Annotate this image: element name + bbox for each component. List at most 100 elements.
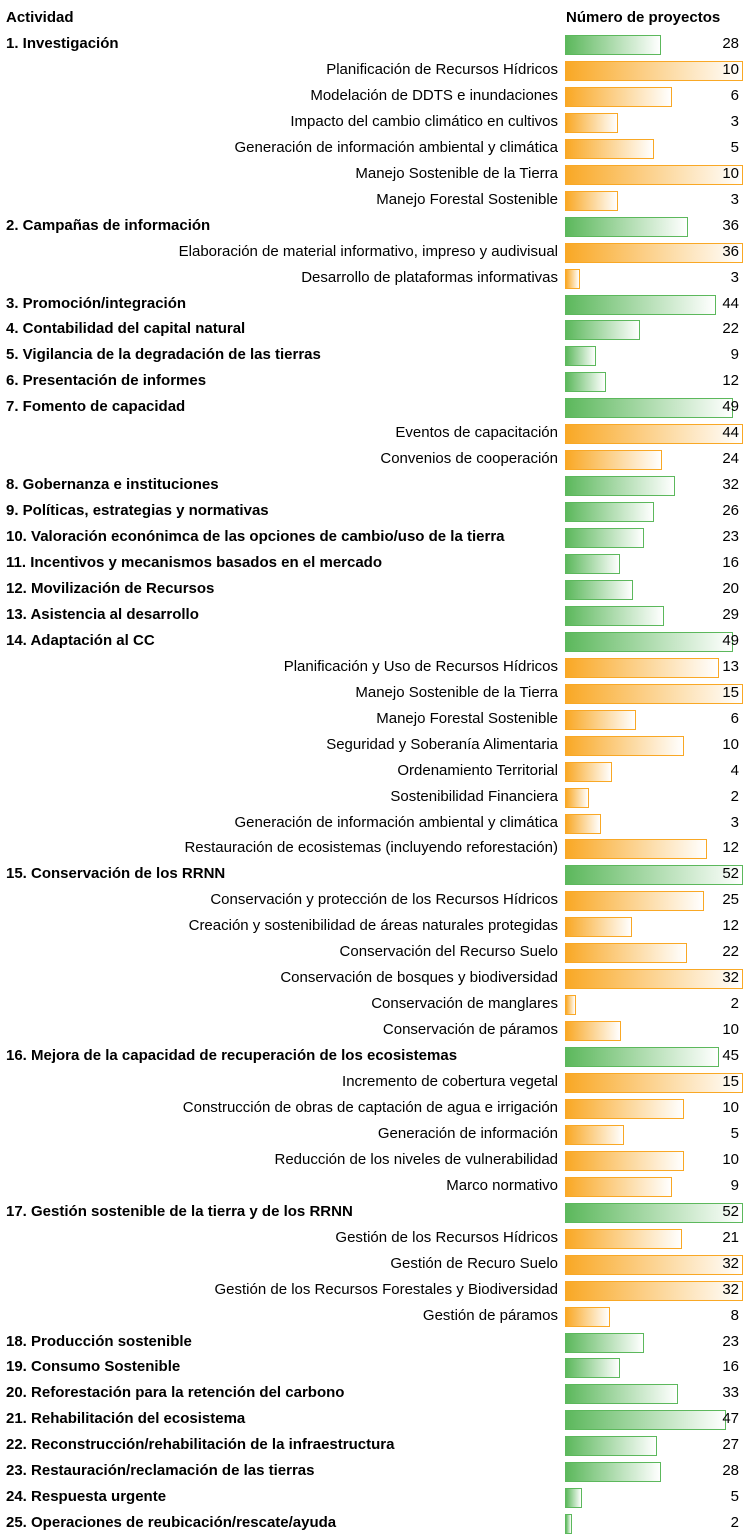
count: 33 bbox=[722, 1384, 739, 1402]
data-bar bbox=[565, 1410, 726, 1431]
sub-activity-label: Planificación y Uso de Recursos Hídricos bbox=[283, 657, 558, 675]
activity-label: 11. Incentivos y mecanismos basados en e… bbox=[6, 554, 383, 571]
activity-label: 19. Consumo Sostenible bbox=[6, 1358, 181, 1376]
data-bar bbox=[565, 969, 743, 990]
count: 12 bbox=[722, 839, 739, 857]
activity-label: 2. Campañas de información bbox=[6, 216, 211, 234]
data-bar bbox=[565, 502, 654, 523]
data-bar bbox=[565, 1384, 678, 1405]
count: 52 bbox=[722, 1202, 739, 1220]
sub-activity-label: Conservación del Recurso Suelo bbox=[339, 943, 558, 961]
data-bar bbox=[565, 1228, 682, 1249]
data-bar bbox=[565, 242, 743, 263]
data-bar bbox=[565, 839, 708, 860]
sub-activity-label: Manejo Forestal Sostenible bbox=[376, 709, 558, 727]
count: 16 bbox=[722, 1358, 739, 1376]
data-bar bbox=[565, 35, 661, 55]
data-bar bbox=[565, 1436, 658, 1457]
data-bar bbox=[565, 1150, 684, 1171]
activity-label: 9. Políticas, estrategias y normativas bbox=[6, 502, 269, 520]
data-bar bbox=[565, 86, 672, 107]
data-bar bbox=[565, 60, 743, 81]
sub-activity-label: Desarrollo de plataformas informativas bbox=[301, 268, 558, 286]
sub-activity-label: Conservación de bosques y biodiversidad bbox=[280, 969, 558, 987]
data-bar bbox=[565, 683, 743, 704]
activity-label: 3. Promoción/integración bbox=[6, 294, 187, 312]
data-bar bbox=[565, 787, 589, 808]
sub-activity-label: Generación de información ambiental y cl… bbox=[234, 813, 559, 831]
data-bar bbox=[565, 112, 619, 133]
activity-label: 23. Restauración/reclamación de las tier… bbox=[6, 1462, 315, 1480]
sub-activity-label: Conservación de manglares bbox=[371, 995, 558, 1013]
count: 32 bbox=[722, 1254, 739, 1272]
count: 45 bbox=[722, 1047, 739, 1065]
data-bar bbox=[565, 528, 644, 549]
data-bar bbox=[565, 917, 632, 938]
sub-activity-label: Modelación de DDTS e inundaciones bbox=[310, 86, 558, 104]
sub-activity-label: Generación de información bbox=[377, 1124, 558, 1142]
count: 6 bbox=[730, 86, 739, 104]
data-bar bbox=[565, 1098, 684, 1119]
count: 10 bbox=[722, 1021, 739, 1039]
sub-activity-label: Gestión de Recuro Suelo bbox=[390, 1254, 558, 1272]
count: 2 bbox=[730, 995, 739, 1013]
activity-label: 24. Respuesta urgente bbox=[6, 1488, 167, 1506]
sub-activity-label: Construcción de obras de captación de ag… bbox=[182, 1098, 558, 1116]
count: 32 bbox=[722, 1280, 739, 1298]
data-bar bbox=[565, 1332, 644, 1353]
data-bar bbox=[565, 372, 607, 393]
data-bar bbox=[565, 1488, 583, 1509]
data-bar bbox=[565, 1514, 572, 1534]
sub-activity-label: Generación de información ambiental y cl… bbox=[234, 138, 559, 156]
data-bar bbox=[565, 735, 684, 756]
data-bar bbox=[565, 865, 743, 886]
activity-label: 1. Investigación bbox=[6, 35, 119, 52]
sub-activity-label: Conservación y protección de los Recurso… bbox=[210, 891, 558, 909]
count: 23 bbox=[722, 1332, 739, 1350]
count: 12 bbox=[722, 917, 739, 935]
count: 2 bbox=[730, 1514, 739, 1532]
sub-activity-label: Sostenibilidad Financiera bbox=[390, 787, 558, 805]
data-bar bbox=[565, 164, 743, 185]
count: 10 bbox=[722, 1098, 739, 1116]
count: 22 bbox=[722, 943, 739, 961]
count: 9 bbox=[730, 1176, 739, 1194]
activity-label: 12. Movilización de Recursos bbox=[6, 579, 215, 597]
data-bar bbox=[565, 138, 654, 159]
count: 13 bbox=[722, 657, 739, 675]
sub-activity-label: Gestión de los Recursos Hídricos bbox=[335, 1228, 558, 1246]
activity-label: 10. Valoración econónimca de las opcione… bbox=[6, 528, 505, 546]
sub-activity-label: Impacto del cambio climático en cultivos bbox=[290, 112, 558, 130]
sub-activity-label: Creación y sostenibilidad de áreas natur… bbox=[188, 917, 558, 935]
count: 15 bbox=[722, 683, 739, 701]
activity-label: 20. Reforestación para la retención del … bbox=[6, 1384, 345, 1402]
sub-activity-label: Gestión de los Recursos Forestales y Bio… bbox=[214, 1280, 559, 1298]
data-bar bbox=[565, 1047, 720, 1068]
activity-label: 6. Presentación de informes bbox=[6, 372, 207, 390]
count: 6 bbox=[730, 709, 739, 727]
count: 3 bbox=[730, 813, 739, 831]
data-bar bbox=[565, 320, 641, 341]
data-bar bbox=[565, 346, 596, 367]
data-bar bbox=[565, 1021, 621, 1042]
data-bar bbox=[565, 1462, 661, 1483]
data-bar bbox=[565, 476, 675, 497]
data-bar bbox=[565, 1202, 743, 1223]
header-activity: Actividad bbox=[6, 9, 74, 26]
count: 36 bbox=[722, 242, 739, 260]
count: 22 bbox=[722, 320, 739, 338]
count: 26 bbox=[722, 502, 739, 520]
data-bar bbox=[565, 216, 689, 237]
sub-activity-label: Marco normativo bbox=[446, 1176, 558, 1194]
count: 29 bbox=[722, 605, 739, 623]
count: 10 bbox=[722, 60, 739, 78]
count: 21 bbox=[722, 1228, 739, 1246]
count: 3 bbox=[730, 268, 739, 286]
data-bar bbox=[565, 1254, 743, 1275]
sub-activity-label: Incremento de cobertura vegetal bbox=[342, 1073, 558, 1090]
data-bar bbox=[565, 995, 577, 1016]
count: 8 bbox=[730, 1306, 739, 1324]
data-bar bbox=[565, 605, 665, 626]
count: 5 bbox=[730, 138, 739, 156]
